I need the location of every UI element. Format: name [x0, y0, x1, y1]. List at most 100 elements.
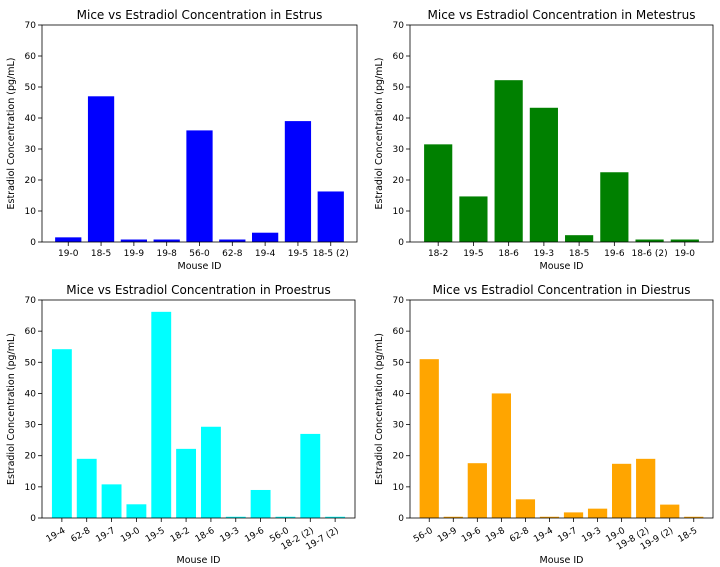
bar	[443, 516, 463, 518]
y-tick-label: 40	[393, 114, 405, 124]
x-axis-label: Mouse ID	[178, 261, 222, 272]
bar	[539, 516, 560, 518]
chart-title: Mice vs Estradiol Concentration in Proes…	[66, 283, 331, 297]
bar	[635, 239, 664, 242]
x-tick-label: 19-6	[604, 249, 625, 259]
x-tick-label: 62-8	[508, 526, 531, 545]
bar	[51, 349, 72, 518]
x-tick-label: 19-4	[255, 249, 276, 259]
x-tick-label: 18-2	[169, 526, 192, 545]
y-tick-label: 70	[393, 21, 405, 31]
bar	[515, 499, 536, 518]
bar	[126, 504, 147, 518]
y-tick-label: 20	[25, 452, 37, 462]
y-tick-label: 20	[393, 176, 405, 186]
bar	[424, 144, 453, 242]
y-tick-label: 50	[25, 358, 37, 368]
bar	[587, 508, 608, 518]
bar	[153, 239, 180, 242]
chart-panel: 0 10 20 30 40 50 60 70 19-0 18-5 19-9 19-8 56-0 62-8 1…	[6, 8, 358, 272]
x-tick-label: 19-3	[534, 249, 554, 259]
bar	[200, 426, 221, 518]
x-tick-label: 19-5	[288, 249, 308, 259]
x-tick-label: 18-2	[428, 249, 448, 259]
plot-frame	[409, 24, 714, 243]
y-tick-label: 0	[30, 238, 36, 248]
x-tick-label: 19-7	[94, 526, 117, 545]
bar	[325, 516, 346, 518]
y-tick-label: 30	[25, 145, 37, 155]
x-tick-label: 18-5	[569, 249, 589, 259]
x-tick-label: 18-5 (2)	[313, 249, 349, 259]
bar	[151, 311, 172, 518]
bar	[670, 239, 699, 242]
y-tick-label: 50	[393, 358, 405, 368]
x-tick-label: 62-8	[70, 526, 93, 545]
y-tick-label: 40	[393, 389, 405, 399]
y-tick-label: 40	[25, 114, 37, 124]
plot-frame	[409, 299, 714, 519]
y-axis-label: Estradiol Concentration (pg/mL)	[6, 333, 17, 485]
y-tick-label: 10	[393, 207, 405, 217]
y-tick-label: 0	[398, 514, 404, 524]
x-tick-label: 56-0	[412, 526, 435, 545]
bar	[225, 516, 246, 518]
x-tick-label: 56-0	[189, 249, 210, 259]
x-tick-label: 19-5	[463, 249, 483, 259]
y-tick-label: 60	[393, 327, 405, 337]
bar	[219, 239, 246, 242]
bar	[491, 393, 511, 518]
x-tick-label: 19-9	[436, 526, 459, 545]
x-tick-label: 18-6	[194, 526, 217, 545]
y-tick-label: 10	[25, 483, 37, 493]
y-tick-label: 60	[25, 327, 37, 337]
bar	[563, 512, 584, 518]
x-tick-label: 18-6	[498, 249, 519, 259]
y-tick-label: 30	[393, 421, 405, 431]
chart-panel: 0 10 20 30 40 50 60 70 18-2 19-5 18-6 19-3 18-5 19-6 1…	[374, 8, 714, 272]
bar	[300, 433, 321, 518]
x-tick-label: 19-5	[144, 526, 167, 545]
x-tick-label: 19-3	[219, 526, 242, 545]
y-tick-label: 60	[25, 52, 37, 62]
x-tick-label: 19-6	[460, 526, 483, 545]
bar	[250, 489, 271, 518]
x-tick-label: 19-4	[532, 526, 555, 545]
y-tick-label: 0	[30, 514, 36, 524]
x-tick-label: 19-0	[675, 249, 696, 259]
y-tick-label: 0	[398, 238, 404, 248]
x-tick-label: 18-5	[91, 249, 111, 259]
bar	[419, 359, 439, 518]
bar	[76, 458, 97, 518]
x-tick-label: 18-6 (2)	[632, 249, 668, 259]
y-tick-label: 10	[25, 207, 37, 217]
y-tick-label: 30	[393, 145, 405, 155]
bar	[467, 463, 487, 518]
bar	[565, 235, 594, 242]
chart-title: Mice vs Estradiol Concentration in Estru…	[77, 8, 323, 22]
bar	[252, 232, 279, 242]
bar	[494, 80, 523, 243]
plot-frame	[41, 299, 356, 519]
y-tick-label: 70	[25, 21, 37, 31]
bar	[684, 516, 704, 518]
y-tick-label: 40	[25, 389, 37, 399]
y-tick-label: 20	[393, 452, 405, 462]
chart-title: Mice vs Estradiol Concentration in Metes…	[428, 8, 696, 22]
x-tick-label: 19-9	[124, 249, 145, 259]
bar	[459, 196, 488, 242]
chart-title: Mice vs Estradiol Concentration in Diest…	[432, 283, 690, 297]
y-tick-label: 50	[393, 83, 405, 93]
x-tick-label: 19-0	[119, 526, 142, 545]
bar	[660, 504, 680, 518]
x-tick-label: 19-4	[45, 526, 68, 545]
x-tick-label: 19-0	[58, 249, 79, 259]
bar	[176, 448, 197, 518]
x-tick-label: 19-8	[484, 526, 507, 545]
y-axis-label: Estradiol Concentration (pg/mL)	[374, 58, 385, 210]
bar	[275, 516, 296, 518]
x-axis-label: Mouse ID	[177, 555, 221, 566]
